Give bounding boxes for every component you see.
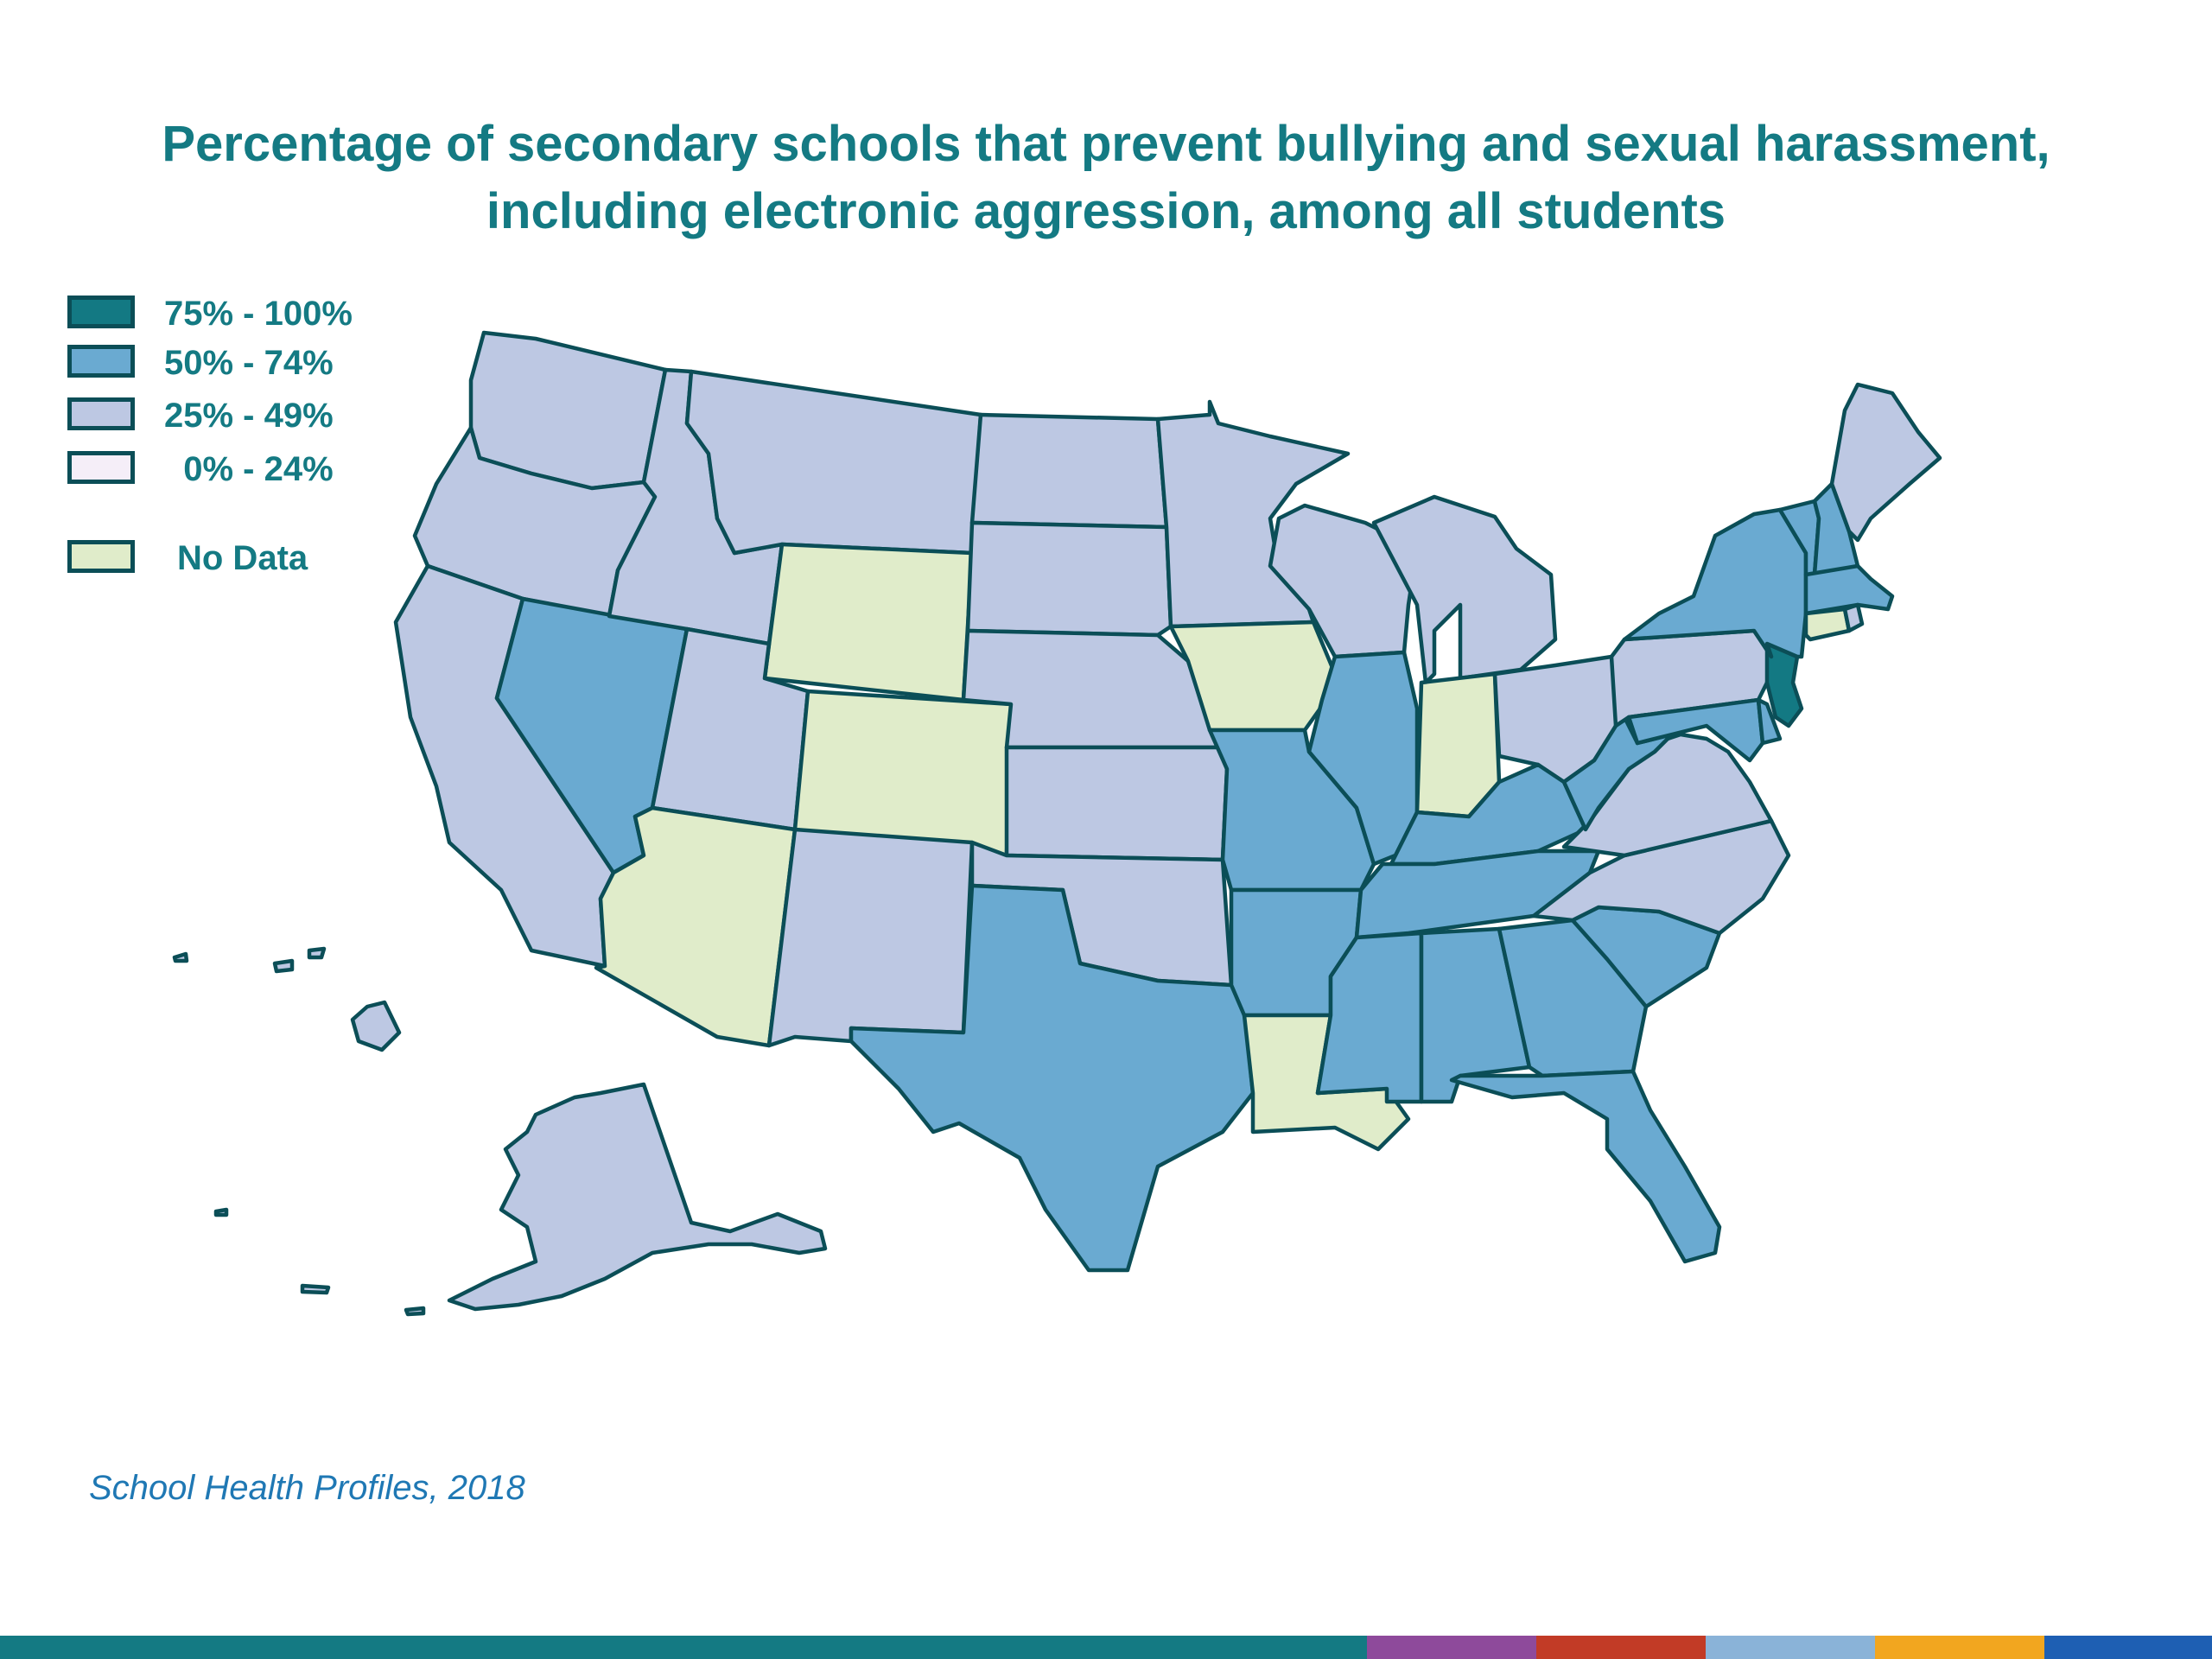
state-kansas [1004, 745, 1230, 862]
state-illinois [1306, 650, 1420, 867]
legend-item-0-24: 0% - 24% [67, 448, 430, 491]
state-maine [1829, 382, 1942, 543]
state-new-york [1622, 507, 1808, 659]
state-wisconsin [1268, 503, 1420, 659]
alaska-island-small-2 [300, 1283, 331, 1295]
bottom-color-bar [0, 1636, 2212, 1659]
state-delaware [1756, 697, 1783, 746]
state-iowa [1168, 620, 1338, 733]
state-north-carolina [1531, 818, 1791, 936]
state-south-dakota [965, 520, 1173, 638]
state-connecticut [1803, 607, 1852, 642]
hawaii-island-small-3 [172, 951, 189, 963]
legend-swatch-50-74 [67, 345, 135, 378]
state-florida [1449, 1069, 1722, 1264]
state-new-jersey [1764, 641, 1804, 728]
state-new-mexico [766, 827, 975, 1048]
legend-label-25-49: 25% - 49% [164, 397, 334, 435]
bottom-bar-segment-orange [1875, 1636, 2044, 1659]
bottom-bar-segment-light-blue [1706, 1636, 1875, 1659]
state-rhode-island [1842, 602, 1865, 633]
legend-swatch-no-data [67, 540, 135, 573]
source-citation: School Health Profiles, 2018 [89, 1469, 525, 1507]
bottom-bar-segment-blue [2044, 1636, 2212, 1659]
hawaii-island-small-1 [272, 958, 295, 974]
legend-swatch-0-24 [67, 451, 135, 484]
bottom-bar-segment-red [1536, 1636, 1706, 1659]
map-title: Percentage of secondary schools that pre… [0, 111, 2212, 245]
legend-swatch-75-100 [67, 296, 135, 328]
legend-label-0-24: 0% - 24% [164, 450, 334, 488]
alaska-island-small-3 [404, 1306, 426, 1317]
legend-label-no-data: No Data [177, 539, 308, 577]
legend-item-75-100: 75% - 100% [67, 292, 430, 335]
legend-label-50-74: 50% - 74% [164, 344, 334, 382]
legend-item-no-data: No Data [67, 537, 430, 580]
bottom-bar-segment-purple [1367, 1636, 1536, 1659]
state-wyoming [762, 542, 975, 702]
state-alaska [447, 1082, 828, 1312]
hawaii-island-small-2 [307, 946, 327, 960]
map-title-line-1: Percentage of secondary schools that pre… [162, 116, 2050, 172]
map-title-line-2: including electronic aggression, among a… [486, 183, 1726, 239]
alaska-island-small-1 [213, 1207, 229, 1217]
state-montana [684, 369, 983, 556]
legend-item-50-74: 50% - 74% [67, 341, 430, 385]
state-hawaii [350, 1000, 402, 1052]
bottom-bar-segment-teal [0, 1636, 1367, 1659]
legend-item-25-49: 25% - 49% [67, 394, 430, 437]
state-north-dakota [969, 412, 1169, 530]
legend-swatch-25-49 [67, 397, 135, 430]
legend-label-75-100: 75% - 100% [164, 295, 353, 333]
state-texas [849, 883, 1255, 1273]
